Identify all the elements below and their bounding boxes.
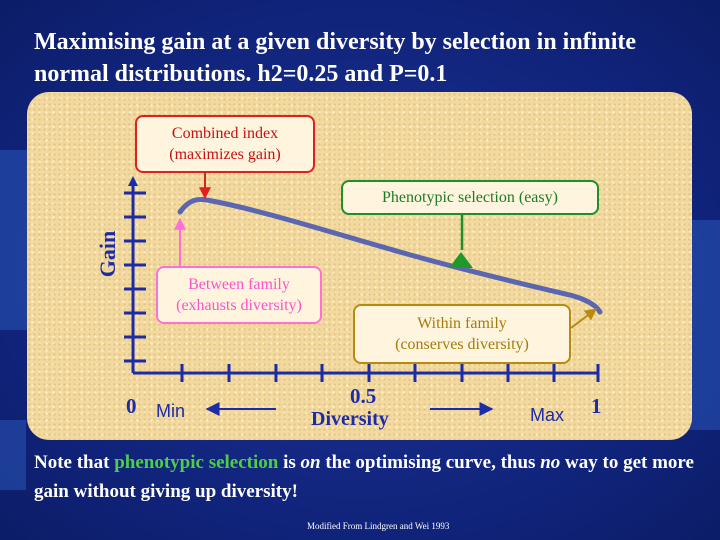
phenotypic-selection-label: Phenotypic selection (easy) — [382, 189, 558, 206]
x-ticks — [180, 364, 600, 382]
y-ticks — [124, 191, 146, 363]
within-family-callout: Within family (conserves diversity) — [353, 304, 571, 364]
within-family-arrow — [570, 308, 597, 329]
optimising-curve — [177, 196, 603, 315]
x-tick-label-mid: 0.5 — [350, 384, 377, 408]
phenotypic-selection-callout: Phenotypic selection (easy) — [341, 180, 599, 215]
y-axis-label: Gain — [95, 230, 120, 278]
combined-index-callout: Combined index (maximizes gain) — [135, 115, 315, 173]
note-highlight: phenotypic selection — [114, 452, 279, 473]
note-part3: the optimising curve, thus — [320, 452, 541, 473]
note-part1: Note that — [34, 452, 115, 473]
source-credit: Modified From Lindgren and Wei 1993 — [307, 521, 450, 531]
note-part2: is — [278, 452, 301, 473]
phenotypic-selection-marker — [449, 252, 473, 268]
x-tick-label-1: 1 — [591, 394, 602, 418]
background-shape — [0, 420, 26, 490]
x-axis-label: Diversity — [311, 408, 389, 430]
y-axis-arrowhead — [128, 176, 138, 186]
combined-index-line1: Combined index — [171, 125, 279, 142]
min-label: Min — [156, 401, 186, 421]
within-family-line2: (conserves diversity) — [395, 336, 529, 353]
note-part4: way to get more gain without giving up d… — [34, 452, 694, 502]
between-family-callout: Between family (exhausts diversity) — [156, 266, 322, 324]
conclusion-note: Note that phenotypic selection is on the… — [34, 448, 694, 506]
note-on: on — [300, 452, 321, 473]
x-tick-label-0: 0 — [126, 394, 137, 418]
note-no: no — [540, 452, 561, 473]
within-family-line1: Within family — [417, 315, 507, 332]
max-label: Max — [530, 405, 565, 425]
between-family-line2: (exhausts diversity) — [176, 297, 302, 314]
slide-title: Maximising gain at a given diversity by … — [34, 29, 637, 87]
between-family-line1: Between family — [188, 276, 290, 293]
combined-index-line2: (maximizes gain) — [169, 146, 281, 163]
